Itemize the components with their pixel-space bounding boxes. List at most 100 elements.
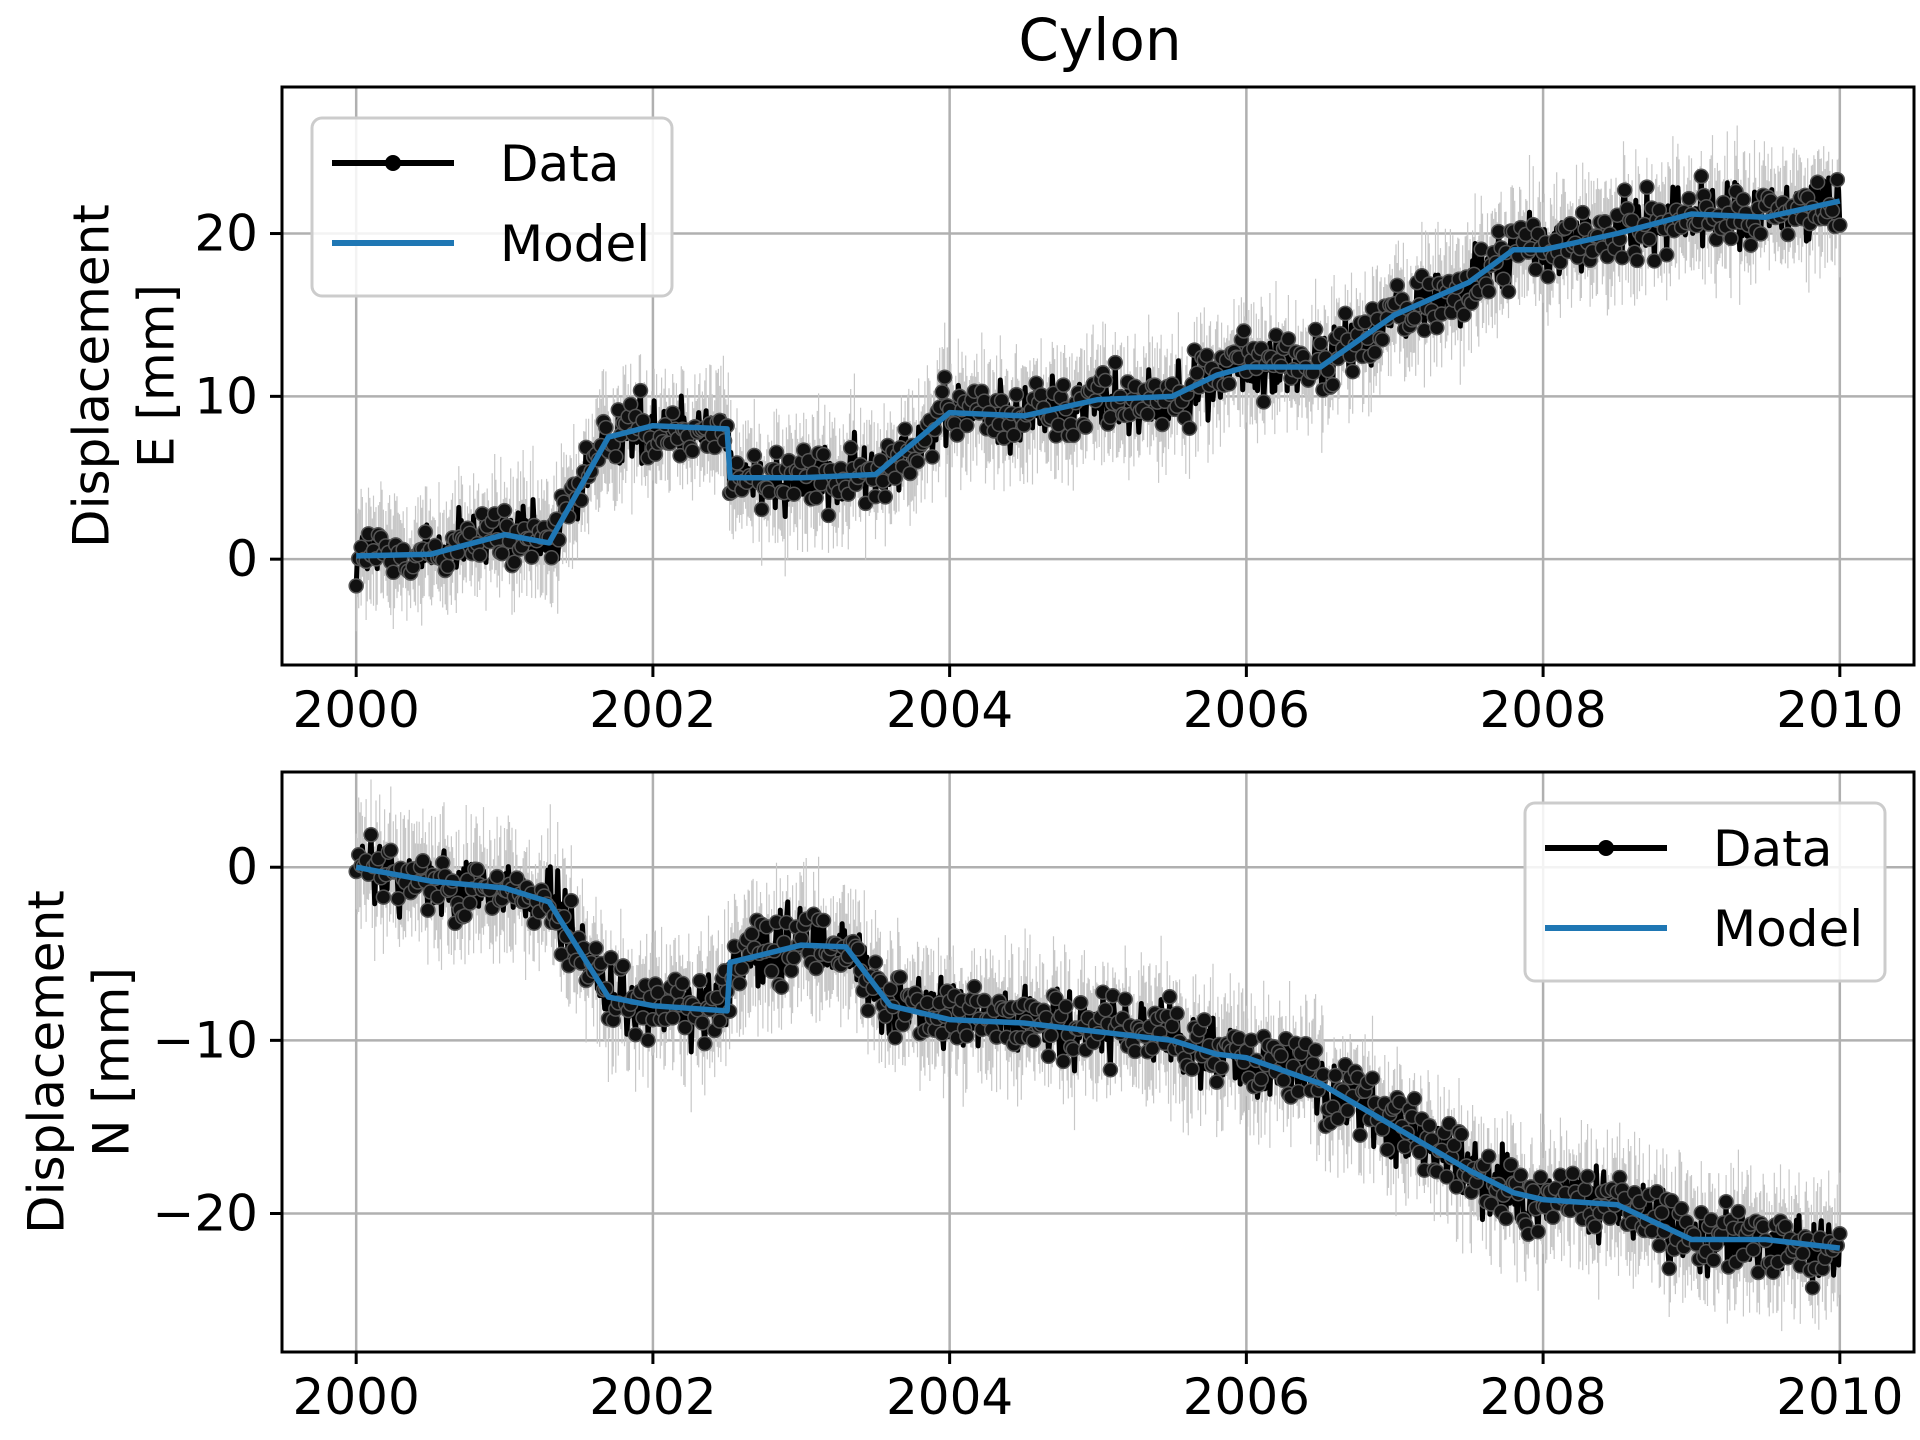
data-point <box>1352 1127 1368 1143</box>
x-tick-label: 2004 <box>886 1368 1013 1426</box>
x-tick-label: 2008 <box>1479 681 1606 739</box>
data-point <box>420 902 436 918</box>
data-point <box>1379 1141 1396 1158</box>
x-tick-label: 2010 <box>1776 681 1903 739</box>
data-point <box>1735 191 1752 208</box>
data-point <box>1456 307 1472 323</box>
data-point <box>627 1026 644 1043</box>
data-point <box>1723 230 1739 247</box>
data-point <box>936 369 953 385</box>
data-point <box>1794 1245 1811 1262</box>
x-tick-label: 2002 <box>589 681 716 739</box>
data-point <box>1389 277 1405 294</box>
data-point <box>1236 323 1252 339</box>
data-point <box>1832 1225 1848 1242</box>
data-point <box>1406 310 1423 327</box>
data-point <box>1532 1169 1549 1185</box>
x-tick-label: 2010 <box>1776 1368 1903 1426</box>
data-point <box>1577 1181 1593 1198</box>
data-point <box>783 962 800 979</box>
data-point <box>1780 226 1796 243</box>
ylabel-east-line2: E [mm] <box>128 284 186 468</box>
data-point <box>1718 1194 1734 1210</box>
data-point <box>348 578 364 594</box>
data-point <box>383 842 399 859</box>
data-point <box>1750 1264 1766 1281</box>
data-point <box>909 453 926 470</box>
data-point <box>1441 1115 1457 1132</box>
data-point <box>949 427 965 443</box>
ticks-east: 2000 2002 2004 2006 2008 2010 0 10 20 <box>194 205 1903 739</box>
data-point <box>711 1013 728 1029</box>
data-point <box>1416 322 1433 339</box>
data-point <box>598 419 614 436</box>
data-point <box>1651 1237 1668 1254</box>
data-point <box>608 449 624 465</box>
legend-data-marker-north <box>1598 840 1614 856</box>
data-point <box>1253 1071 1269 1087</box>
data-point <box>1055 377 1072 393</box>
data-point <box>684 443 701 459</box>
ylabel-north-line1: Displacement <box>18 890 76 1234</box>
data-point <box>808 960 824 977</box>
data-point <box>1639 179 1655 195</box>
data-point <box>1048 990 1064 1007</box>
data-point <box>417 524 434 540</box>
data-point <box>1107 354 1124 371</box>
data-point <box>959 1028 975 1044</box>
data-point <box>509 870 525 886</box>
data-point <box>1102 1062 1119 1078</box>
data-point <box>850 941 866 957</box>
data-point <box>1730 1203 1747 1220</box>
data-point <box>820 507 837 524</box>
data-point <box>1184 1061 1200 1077</box>
data-point <box>1325 376 1341 393</box>
x-tick-label: 2006 <box>1183 681 1310 739</box>
data-point <box>1077 419 1094 435</box>
data-point <box>1829 171 1846 188</box>
data-point <box>786 486 802 502</box>
data-point <box>1255 394 1272 410</box>
data-point <box>808 490 824 506</box>
data-point <box>877 489 894 505</box>
data-point <box>966 979 983 995</box>
data-point <box>1208 1074 1225 1090</box>
data-point <box>434 855 451 871</box>
data-point <box>1579 1168 1596 1185</box>
data-point <box>1364 1070 1381 1086</box>
data-point <box>1411 1144 1428 1160</box>
data-point <box>1161 989 1178 1005</box>
data-point <box>1273 1047 1289 1064</box>
data-point <box>692 973 708 989</box>
data-point <box>1139 406 1156 423</box>
data-point <box>677 1019 693 1036</box>
data-point <box>897 421 913 437</box>
data-point <box>640 1032 656 1048</box>
data-point <box>1199 347 1215 364</box>
data-point <box>842 440 859 456</box>
data-point <box>1429 319 1445 336</box>
data-point <box>1545 1209 1561 1226</box>
data-point <box>860 1002 876 1019</box>
data-point <box>543 550 560 566</box>
y-tick-label: −10 <box>152 1011 258 1069</box>
data-point <box>1280 331 1297 347</box>
data-point <box>1654 1204 1670 1221</box>
data-point <box>1307 321 1324 338</box>
data-point <box>1055 1053 1072 1070</box>
data-point <box>439 558 456 575</box>
data-point <box>753 501 770 518</box>
data-point <box>415 853 431 869</box>
data-point <box>976 992 993 1009</box>
data-point <box>959 417 975 434</box>
x-tick-label: 2002 <box>589 1368 716 1426</box>
x-tick-label: 2006 <box>1183 1368 1310 1426</box>
data-point <box>1337 305 1354 322</box>
data-point <box>1181 420 1198 436</box>
data-point <box>892 969 908 986</box>
data-point <box>462 525 478 541</box>
panel-north: 2000 2002 2004 2006 2008 2010 0 −10 −20 Displace… <box>18 770 1916 1426</box>
data-point <box>1527 261 1544 278</box>
chart-title: Cylon <box>1018 6 1181 74</box>
